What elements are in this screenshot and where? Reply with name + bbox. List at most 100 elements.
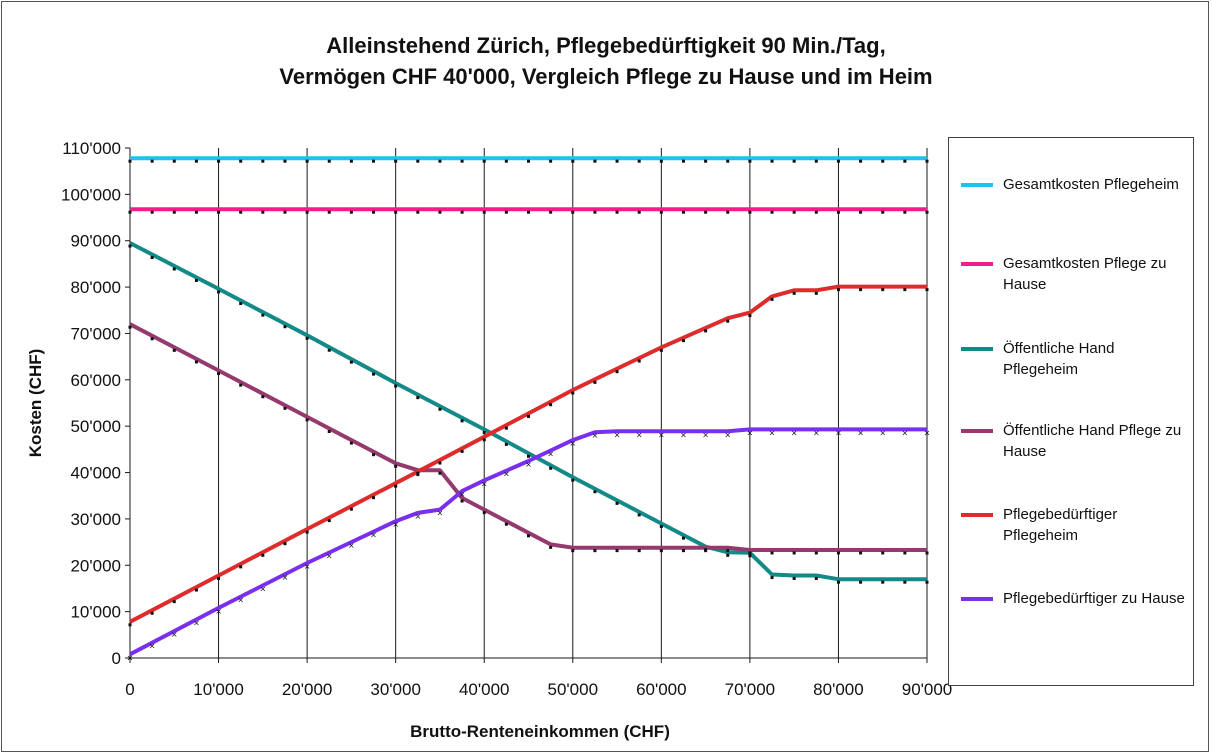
data-point-pflegebeduerftiger-pflegeheim-12 — [394, 484, 398, 488]
data-point-pflegebeduerftiger-zu-hause-9: × — [326, 552, 333, 561]
y-tick-label-5: 50'000 — [70, 417, 121, 436]
data-point-gesamtkosten-pflegeheim-1 — [150, 159, 154, 163]
data-point-oeffentliche-hand-pflegeheim-9 — [327, 348, 331, 352]
data-point-pflegebeduerftiger-pflegeheim-35 — [903, 288, 907, 292]
series-markers-gesamtkosten-pflege-zu-hause — [128, 210, 929, 214]
data-point-pflegebeduerftiger-pflegeheim-33 — [859, 288, 863, 292]
data-point-oeffentliche-hand-pflegeheim-23 — [637, 513, 641, 517]
legend: Gesamtkosten Pflegeheim Gesamtkosten Pfl… — [948, 137, 1194, 686]
legend-label-pflegebeduerftiger-pflegeheim: Pflegebedürftiger Pflegeheim — [1003, 506, 1118, 544]
x-tick-label-8: 80'000 — [813, 680, 864, 699]
data-point-pflegebeduerftiger-zu-hause-2: × — [171, 630, 178, 639]
data-point-pflegebeduerftiger-zu-hause-6: × — [259, 584, 266, 593]
data-point-oeffentliche-hand-pflege-zu-hause-30 — [792, 551, 796, 555]
data-point-pflegebeduerftiger-pflegeheim-16 — [482, 438, 486, 442]
data-point-oeffentliche-hand-pflege-zu-hause-3 — [194, 360, 198, 364]
data-point-pflegebeduerftiger-zu-hause-34: × — [879, 428, 886, 437]
data-point-oeffentliche-hand-pflegeheim-0 — [128, 244, 132, 248]
data-point-oeffentliche-hand-pflege-zu-hause-26 — [704, 549, 708, 553]
data-point-oeffentliche-hand-pflege-zu-hause-19 — [549, 545, 553, 549]
data-point-oeffentliche-hand-pflegeheim-25 — [681, 536, 685, 540]
data-point-pflegebeduerftiger-zu-hause-21: × — [592, 431, 599, 440]
data-point-pflegebeduerftiger-zu-hause-17: × — [503, 470, 510, 479]
data-point-oeffentliche-hand-pflegeheim-18 — [527, 454, 530, 458]
data-point-oeffentliche-hand-pflegeheim-27 — [726, 553, 730, 557]
data-point-oeffentliche-hand-pflege-zu-hause-6 — [261, 395, 265, 399]
data-point-gesamtkosten-pflege-zu-hause-17 — [504, 210, 508, 214]
data-point-pflegebeduerftiger-zu-hause-15: × — [459, 490, 466, 499]
data-point-pflegebeduerftiger-pflegeheim-2 — [172, 600, 176, 604]
y-tick-label-0: 0 — [112, 649, 121, 668]
data-point-gesamtkosten-pflegeheim-25 — [681, 159, 685, 163]
chart-title: Alleinstehend Zürich, Pflegebedürftigkei… — [0, 30, 1212, 92]
data-point-gesamtkosten-pflege-zu-hause-3 — [194, 210, 198, 214]
y-tick-label-9: 90'000 — [70, 232, 121, 251]
data-point-oeffentliche-hand-pflegeheim-24 — [659, 525, 663, 529]
data-point-pflegebeduerftiger-zu-hause-29: × — [769, 428, 776, 437]
data-point-pflegebeduerftiger-zu-hause-22: × — [614, 430, 621, 439]
data-point-pflegebeduerftiger-zu-hause-35: × — [902, 428, 909, 437]
data-point-pflegebeduerftiger-zu-hause-13: × — [414, 512, 421, 521]
data-point-pflegebeduerftiger-pflegeheim-6 — [261, 553, 265, 557]
data-point-oeffentliche-hand-pflege-zu-hause-29 — [770, 551, 774, 555]
data-point-pflegebeduerftiger-pflegeheim-22 — [615, 370, 619, 374]
data-point-gesamtkosten-pflegeheim-6 — [261, 159, 265, 163]
data-point-gesamtkosten-pflege-zu-hause-24 — [659, 210, 663, 214]
data-point-oeffentliche-hand-pflege-zu-hause-15 — [460, 499, 464, 503]
data-point-gesamtkosten-pflegeheim-20 — [571, 159, 575, 163]
data-point-pflegebeduerftiger-pflegeheim-19 — [549, 403, 553, 407]
data-point-oeffentliche-hand-pflege-zu-hause-25 — [681, 549, 685, 553]
data-point-pflegebeduerftiger-zu-hause-12: × — [392, 520, 399, 529]
series-markers-oeffentliche-hand-pflege-zu-hause — [128, 325, 929, 555]
data-point-pflegebeduerftiger-zu-hause-14: × — [437, 509, 444, 518]
data-point-gesamtkosten-pflegeheim-10 — [349, 159, 353, 163]
data-point-gesamtkosten-pflegeheim-14 — [438, 159, 442, 163]
data-point-gesamtkosten-pflege-zu-hause-0 — [128, 210, 132, 214]
data-point-gesamtkosten-pflegeheim-4 — [217, 159, 221, 163]
data-point-gesamtkosten-pflege-zu-hause-22 — [615, 210, 619, 214]
data-point-oeffentliche-hand-pflegeheim-11 — [372, 372, 376, 376]
data-point-gesamtkosten-pflegeheim-11 — [372, 159, 376, 163]
data-point-oeffentliche-hand-pflege-zu-hause-31 — [814, 551, 818, 555]
data-point-oeffentliche-hand-pflegeheim-34 — [881, 580, 885, 584]
data-point-oeffentliche-hand-pflege-zu-hause-35 — [903, 551, 907, 555]
data-point-pflegebeduerftiger-pflegeheim-15 — [460, 449, 464, 453]
data-point-oeffentliche-hand-pflege-zu-hause-1 — [150, 337, 154, 341]
data-point-oeffentliche-hand-pflegeheim-33 — [859, 580, 863, 584]
data-point-pflegebeduerftiger-zu-hause-16: × — [481, 479, 488, 488]
data-point-gesamtkosten-pflegeheim-0 — [128, 159, 132, 163]
data-point-oeffentliche-hand-pflegeheim-16 — [482, 430, 486, 434]
data-point-gesamtkosten-pflegeheim-2 — [172, 159, 176, 163]
data-point-gesamtkosten-pflege-zu-hause-19 — [549, 210, 553, 214]
data-point-gesamtkosten-pflege-zu-hause-18 — [527, 210, 530, 214]
data-point-oeffentliche-hand-pflegeheim-36 — [925, 580, 929, 584]
data-point-pflegebeduerftiger-zu-hause-3: × — [193, 619, 200, 628]
data-point-oeffentliche-hand-pflegeheim-1 — [150, 256, 154, 260]
data-point-gesamtkosten-pflege-zu-hause-31 — [814, 210, 818, 214]
x-tick-label-9: 90'000 — [902, 680, 953, 699]
data-point-oeffentliche-hand-pflegeheim-15 — [460, 419, 464, 423]
data-point-gesamtkosten-pflege-zu-hause-15 — [460, 210, 464, 214]
data-point-pflegebeduerftiger-zu-hause-26: × — [702, 430, 709, 439]
x-tick-label-2: 20'000 — [282, 680, 333, 699]
data-point-oeffentliche-hand-pflege-zu-hause-22 — [615, 549, 619, 553]
legend-swatch-pflegebeduerftiger-zu-hause — [961, 597, 993, 601]
x-tick-label-0: 0 — [125, 680, 134, 699]
data-point-oeffentliche-hand-pflege-zu-hause-17 — [504, 522, 508, 526]
data-point-oeffentliche-hand-pflegeheim-29 — [770, 576, 774, 580]
data-point-gesamtkosten-pflegeheim-34 — [881, 159, 885, 163]
data-point-pflegebeduerftiger-zu-hause-1: × — [149, 642, 156, 651]
y-tick-label-7: 70'000 — [70, 324, 121, 343]
data-point-oeffentliche-hand-pflegeheim-30 — [792, 576, 796, 580]
data-point-oeffentliche-hand-pflege-zu-hause-33 — [859, 551, 863, 555]
data-point-pflegebeduerftiger-pflegeheim-31 — [814, 291, 818, 295]
data-point-pflegebeduerftiger-zu-hause-32: × — [835, 428, 842, 437]
legend-label-gesamtkosten-pflegeheim: Gesamtkosten Pflegeheim — [1003, 176, 1179, 193]
data-point-gesamtkosten-pflegeheim-3 — [194, 159, 198, 163]
data-point-gesamtkosten-pflegeheim-29 — [770, 159, 774, 163]
data-point-gesamtkosten-pflegeheim-12 — [394, 159, 398, 163]
data-point-pflegebeduerftiger-zu-hause-28: × — [747, 428, 754, 437]
series-line-oeffentliche-hand-pflege-zu-hause — [129, 322, 927, 552]
data-point-gesamtkosten-pflege-zu-hause-35 — [903, 210, 907, 214]
legend-swatch-gesamtkosten-pflegeheim — [961, 183, 993, 187]
